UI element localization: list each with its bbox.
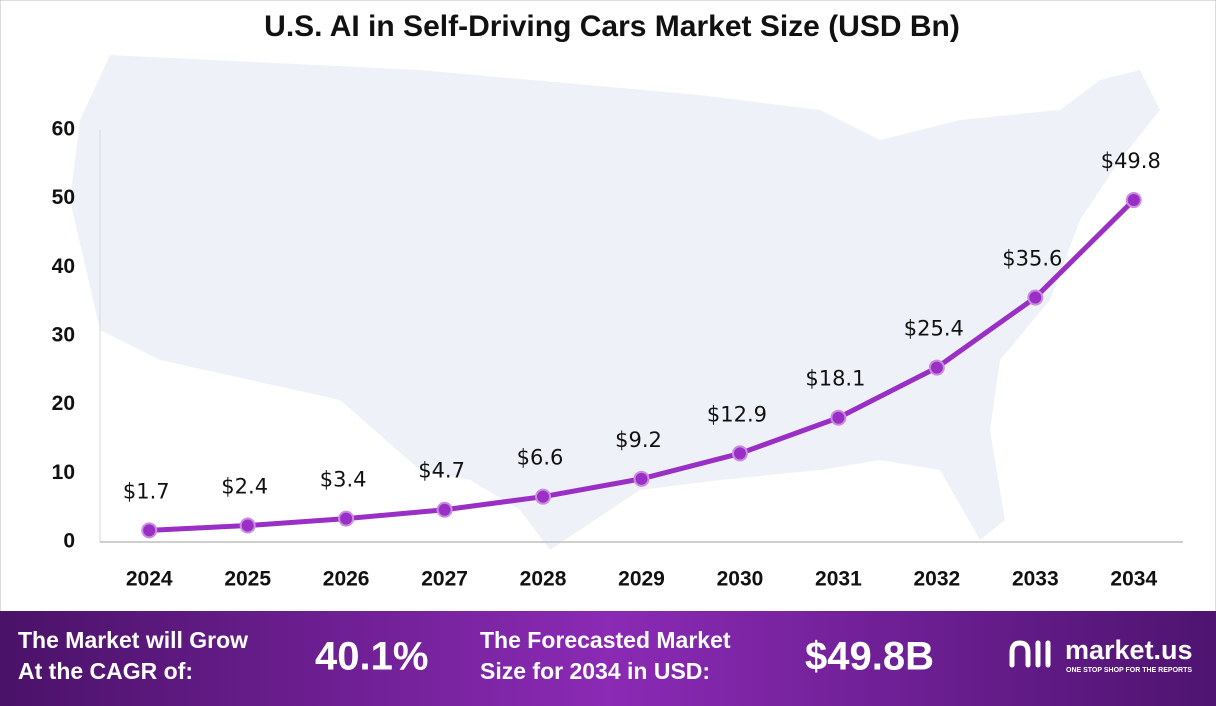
x-tick-label: 2027: [421, 568, 468, 591]
data-point: [1125, 192, 1142, 209]
value-label: $6.6: [517, 446, 564, 470]
x-tick-label: 2030: [717, 568, 764, 591]
x-tick-label: 2025: [224, 568, 271, 591]
y-tick-label: 20: [52, 392, 75, 415]
data-point: [633, 470, 650, 487]
y-tick-label: 60: [52, 118, 75, 141]
x-tick-label: 2034: [1110, 568, 1157, 591]
y-tick-label: 50: [52, 186, 75, 209]
data-point: [535, 488, 552, 505]
value-label: $12.9: [707, 402, 767, 426]
y-tick-label: 30: [52, 324, 75, 347]
value-label: $9.2: [615, 428, 662, 452]
cagr-value: 40.1%: [315, 635, 428, 679]
y-tick-label: 10: [52, 461, 75, 484]
value-label: $2.4: [221, 475, 268, 499]
data-point: [436, 501, 453, 518]
data-point: [1027, 289, 1044, 306]
brand-name: market.us: [1065, 635, 1193, 665]
value-label: $3.4: [320, 468, 367, 492]
x-tick-label: 2024: [126, 568, 173, 591]
cagr-label: The Market will Grow: [18, 627, 248, 653]
forecast-value: $49.8B: [805, 635, 934, 679]
y-tick-label: 40: [52, 255, 75, 278]
value-label: $4.7: [418, 459, 465, 483]
data-point: [239, 517, 256, 534]
value-label: $25.4: [904, 317, 964, 341]
value-label: $1.7: [123, 479, 170, 503]
cagr-label: At the CAGR of:: [18, 658, 193, 684]
forecast-label: Size for 2034 in USD:: [480, 658, 710, 684]
data-point: [141, 522, 158, 539]
data-point: [928, 359, 945, 376]
x-tick-label: 2028: [520, 568, 567, 591]
data-point: [338, 510, 355, 527]
forecast-label: The Forecasted Market: [480, 627, 731, 653]
x-tick-label: 2031: [815, 568, 862, 591]
value-label: $35.6: [1002, 247, 1062, 271]
x-tick-label: 2032: [914, 568, 961, 591]
x-tick-label: 2029: [618, 568, 665, 591]
data-point: [731, 445, 748, 462]
map-silhouette: [70, 55, 1160, 550]
data-point: [830, 409, 847, 426]
x-tick-label: 2026: [323, 568, 370, 591]
y-tick-label: 0: [63, 530, 75, 553]
value-label: $18.1: [805, 367, 865, 391]
brand-logo: [1009, 640, 1051, 668]
brand-tagline: ONE STOP SHOP FOR THE REPORTS: [1066, 667, 1192, 674]
x-tick-label: 2033: [1012, 568, 1059, 591]
value-label: $49.8: [1101, 149, 1161, 173]
chart-title: U.S. AI in Self-Driving Cars Market Size…: [264, 10, 960, 43]
